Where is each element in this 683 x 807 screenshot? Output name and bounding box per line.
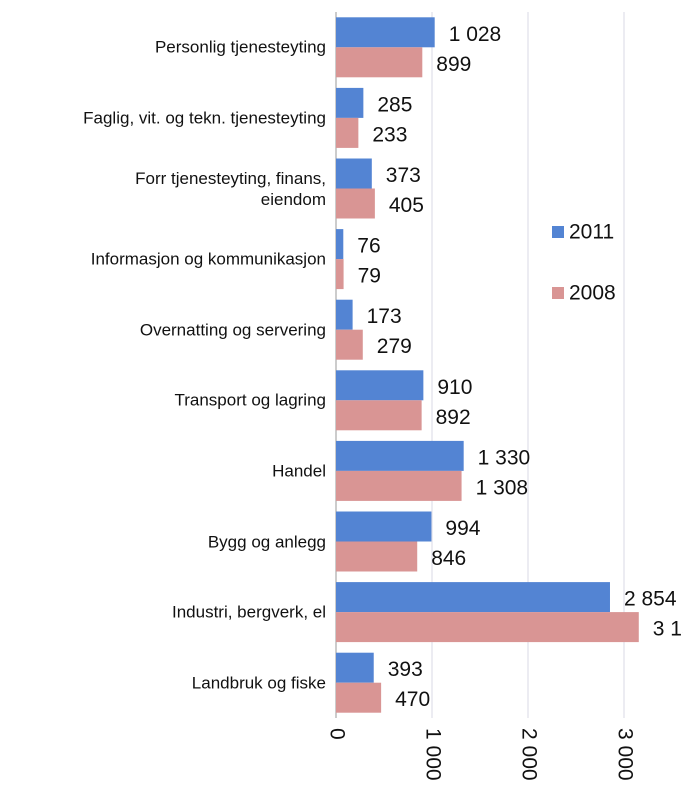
- value-label: 279: [377, 335, 412, 358]
- bar: [336, 682, 382, 713]
- value-label: 285: [377, 93, 412, 116]
- bar: [336, 87, 364, 118]
- bar: [336, 440, 464, 471]
- bar: [336, 370, 424, 401]
- value-label: 899: [436, 53, 471, 76]
- y-tick-label: Forr tjenesteyting, finans, eiendom: [135, 168, 326, 209]
- y-tick-label: Handel: [272, 461, 326, 481]
- bar: [336, 259, 344, 290]
- y-tick-label: Informasjon og kommunikasjon: [90, 249, 326, 269]
- legend-swatch: [552, 287, 564, 299]
- y-tick-label: Faglig, vit. og tekn. tjenesteyting: [83, 108, 326, 128]
- value-label: 1 308: [476, 476, 529, 499]
- y-tick-label: Landbruk og fiske: [191, 673, 326, 693]
- bar: [336, 117, 359, 148]
- value-label: 1 028: [449, 23, 502, 46]
- value-label: 892: [436, 406, 471, 429]
- x-tick-label: 2 000: [517, 728, 540, 781]
- bar: [336, 47, 423, 78]
- bar: [336, 582, 610, 613]
- bar: [336, 188, 375, 219]
- y-tick-label: Industri, bergverk, el: [171, 602, 326, 622]
- bar: [336, 329, 363, 360]
- y-tick-label: Personlig tjenesteyting: [154, 37, 326, 57]
- x-tick-label: 3 000: [613, 728, 636, 781]
- bar: [336, 17, 435, 48]
- value-label: 393: [388, 658, 423, 681]
- value-label: 173: [367, 305, 402, 328]
- y-tick-label: Overnatting og servering: [139, 320, 326, 340]
- x-tick-label: 1 000: [421, 728, 444, 781]
- value-label: 846: [431, 547, 466, 570]
- x-tick-label: 0: [325, 728, 348, 740]
- value-label: 79: [358, 265, 381, 288]
- value-label: 994: [445, 517, 480, 540]
- value-label: 405: [389, 194, 424, 217]
- value-label: 470: [395, 688, 430, 711]
- bar: [336, 400, 422, 431]
- bar: [336, 541, 418, 572]
- bar: [336, 652, 374, 683]
- bar: [336, 470, 462, 501]
- legend-label: 2008: [569, 282, 616, 305]
- value-label: 910: [437, 376, 472, 399]
- value-label: 1 330: [478, 446, 531, 469]
- bar: [336, 511, 432, 542]
- legend-swatch: [552, 226, 564, 238]
- bar: [336, 299, 353, 330]
- value-label: 2 854: [624, 588, 677, 611]
- legend-label: 2011: [569, 221, 614, 244]
- bar: [336, 158, 372, 189]
- value-label: 373: [386, 164, 421, 187]
- y-tick-label: Transport og lagring: [174, 390, 326, 410]
- bar: [336, 229, 344, 260]
- value-label: 233: [372, 123, 407, 146]
- y-tick-label: Bygg og anlegg: [207, 532, 326, 551]
- value-label: 76: [357, 235, 380, 258]
- bar: [336, 612, 639, 643]
- value-label: 3 154: [653, 618, 683, 641]
